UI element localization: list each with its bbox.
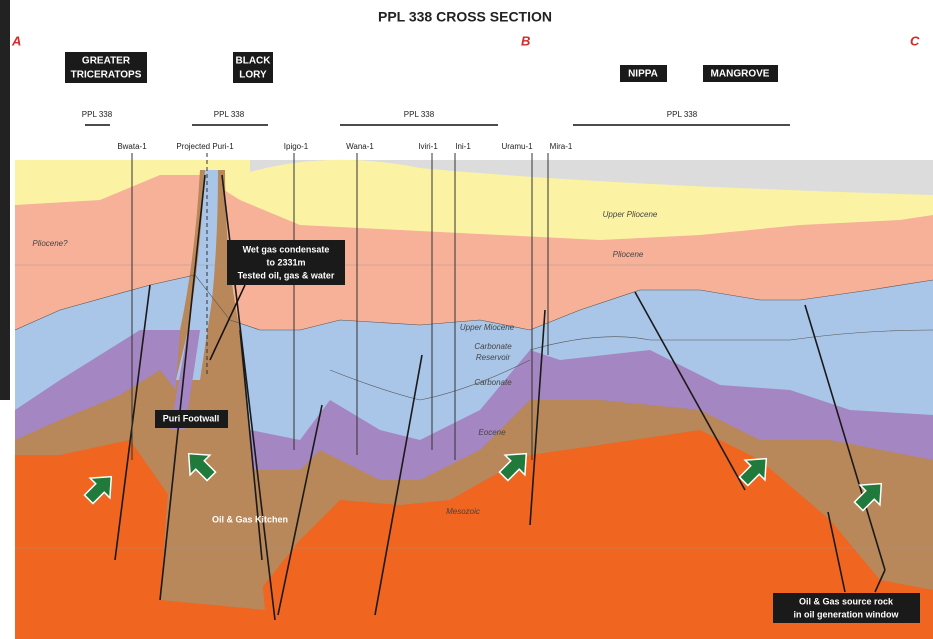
licence-label: PPL 338 <box>214 110 245 119</box>
layer-label: Carbonate <box>474 342 512 351</box>
well-label: Ini-1 <box>455 142 471 151</box>
title: PPL 338 CROSS SECTION <box>378 9 552 25</box>
field-label: MANGROVE <box>711 69 770 80</box>
layer-label: Upper Pliocene <box>603 210 658 219</box>
section-marker: C <box>910 33 920 48</box>
layer-label: Mesozoic <box>446 507 480 516</box>
licence-label: PPL 338 <box>404 110 435 119</box>
well-label: Uramu-1 <box>501 142 533 151</box>
callout-text: Oil & Gas source rock <box>799 596 894 606</box>
section-marker: A <box>11 33 21 48</box>
layer-label: Eocene <box>478 428 506 437</box>
section <box>15 160 933 639</box>
field-label: NIPPA <box>628 69 658 80</box>
field-label: TRICERATOPS <box>71 70 142 81</box>
field-label: BLACK <box>236 56 272 67</box>
layer-label: Upper Miocene <box>460 323 515 332</box>
section-marker: B <box>521 33 530 48</box>
callout-text: Tested oil, gas & water <box>238 270 335 280</box>
well-label: Ipigo-1 <box>284 142 309 151</box>
callout-text: Puri Footwall <box>163 413 220 423</box>
field-label: LORY <box>239 70 267 81</box>
cross-section: PPL 338 CROSS SECTION A B C GREATER TRIC… <box>0 0 933 639</box>
well-label: Wana-1 <box>346 142 374 151</box>
edge-artifact <box>0 0 10 400</box>
callout-text: in oil generation window <box>794 609 900 619</box>
well-label: Projected Puri-1 <box>176 142 234 151</box>
layer-label: Pliocene <box>613 250 644 259</box>
licence-label: PPL 338 <box>667 110 698 119</box>
callout-text: to 2331m <box>266 257 305 267</box>
well-label: Mira-1 <box>550 142 573 151</box>
layer-label: Reservoir <box>476 353 511 362</box>
callout-text: Oil & Gas Kitchen <box>212 514 288 524</box>
layer-label: Carbonate <box>474 378 512 387</box>
callout-text: Wet gas condensate <box>243 244 330 254</box>
field-label: GREATER <box>82 56 131 67</box>
well-label: Bwata-1 <box>117 142 147 151</box>
layer-label: Pliocene? <box>32 239 68 248</box>
well-label: Iviri-1 <box>418 142 438 151</box>
licence-label: PPL 338 <box>82 110 113 119</box>
